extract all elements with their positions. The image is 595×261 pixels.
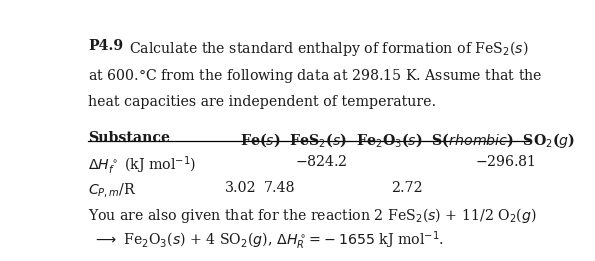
Text: You are also given that for the reaction 2 FeS$_2$($s$) + 11/2 O$_2$($g$): You are also given that for the reaction…: [88, 206, 537, 225]
Text: $-$824.2: $-$824.2: [295, 154, 347, 169]
Text: 7.48: 7.48: [264, 181, 295, 195]
Text: Calculate the standard enthalpy of formation of FeS$_2$($s$): Calculate the standard enthalpy of forma…: [129, 39, 528, 58]
Text: 2.72: 2.72: [390, 181, 422, 195]
Text: Substance: Substance: [88, 131, 170, 145]
Text: P4.9: P4.9: [88, 39, 123, 53]
Text: Fe($s$)  FeS$_2$($s$)  Fe$_2$O$_3$($s$)  S($\mathit{rhombic}$)  SO$_2$($g$): Fe($s$) FeS$_2$($s$) Fe$_2$O$_3$($s$) S(…: [240, 131, 576, 150]
Text: $\Delta H_f^\circ$ (kJ mol$^{-1}$): $\Delta H_f^\circ$ (kJ mol$^{-1}$): [88, 154, 196, 176]
Text: $\longrightarrow$ Fe$_2$O$_3$($s$) + 4 SO$_2$($g$), $\Delta H_R^\circ\!=\!-1655$: $\longrightarrow$ Fe$_2$O$_3$($s$) + 4 S…: [93, 229, 444, 252]
Text: $C_{P,m}$/R: $C_{P,m}$/R: [88, 181, 137, 199]
Text: $-$296.81: $-$296.81: [475, 154, 536, 169]
Text: 3.02: 3.02: [224, 181, 256, 195]
Text: heat capacities are independent of temperature.: heat capacities are independent of tempe…: [88, 95, 436, 109]
Text: at 600.$\degree$C from the following data at 298.15 K. Assume that the: at 600.$\degree$C from the following dat…: [88, 67, 543, 85]
